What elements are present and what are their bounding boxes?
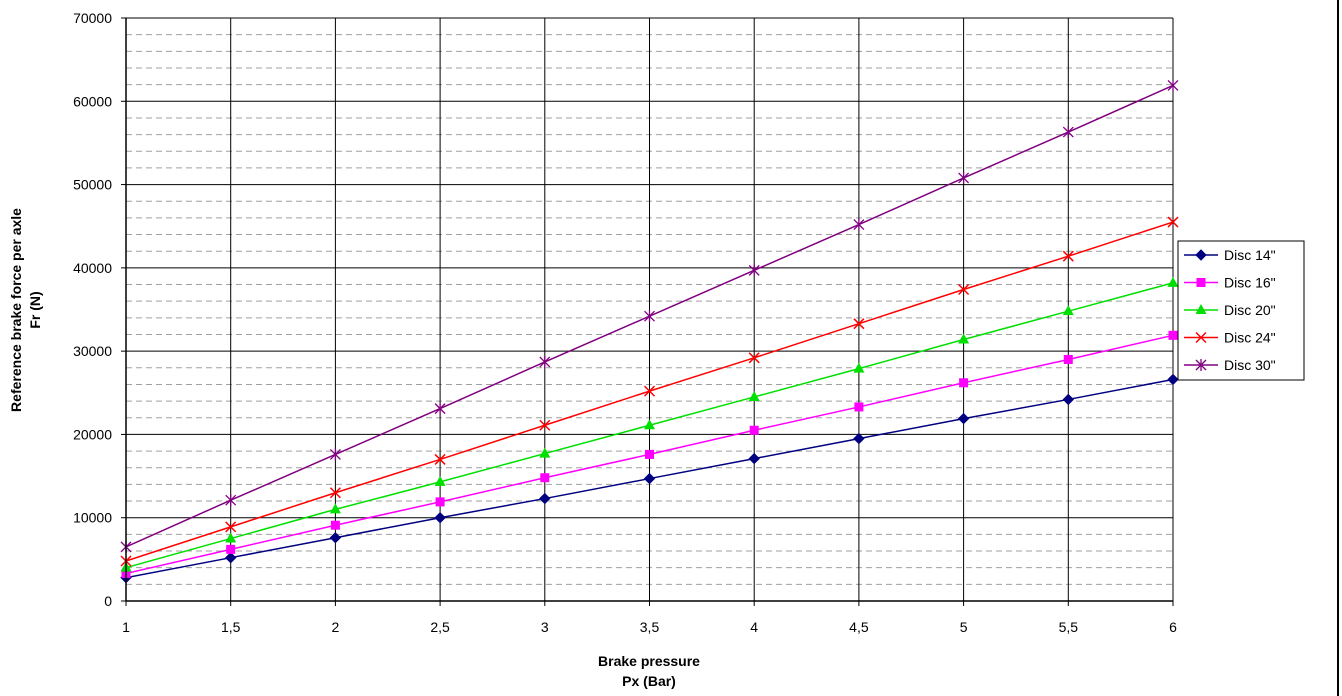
legend-item: Disc 14"	[1184, 247, 1276, 263]
x-tick-label: 5,5	[1059, 619, 1079, 635]
y-tick-label: 20000	[73, 426, 112, 442]
data-point	[225, 521, 237, 533]
x-tick-label: 1	[122, 619, 130, 635]
data-point	[539, 419, 551, 431]
data-point	[853, 218, 865, 231]
y-tick-label: 10000	[73, 510, 112, 526]
data-point	[1167, 373, 1179, 386]
data-point	[645, 449, 654, 459]
data-point	[957, 412, 970, 425]
data-point	[1167, 79, 1179, 92]
x-axis-title-line-1: Brake pressure	[598, 653, 700, 669]
series-2	[121, 330, 1178, 579]
data-point	[1195, 249, 1207, 261]
data-point	[1196, 278, 1206, 287]
data-point	[1167, 276, 1179, 287]
x-tick-label: 3	[541, 619, 549, 635]
y-tick-label: 30000	[73, 343, 112, 359]
y-axis-title-line-1: Reference brake force per axle	[8, 208, 24, 412]
series-1	[120, 373, 1179, 584]
data-point	[958, 333, 970, 344]
data-point	[434, 475, 446, 486]
x-axis-tick-labels: 1 1,5 2 2,5 3 3,5 4 4,5 5 5,5 6	[122, 619, 1177, 635]
x-tick-label: 4,5	[849, 619, 869, 635]
data-point	[539, 447, 551, 458]
legend-item: Disc 20"	[1184, 302, 1276, 318]
data-point	[329, 487, 341, 499]
data-point	[854, 402, 864, 412]
x-tick-label: 2	[332, 619, 340, 635]
data-point	[853, 318, 865, 330]
legend-label: Disc 14"	[1224, 247, 1276, 263]
y-axis-tick-labels: 0 10000 20000 30000 40000 50000 60000 70000	[73, 10, 112, 609]
data-point	[748, 390, 760, 401]
y-tick-label: 50000	[73, 177, 112, 193]
data-point	[435, 497, 445, 507]
data-point	[329, 448, 341, 461]
data-point	[1195, 304, 1207, 314]
data-point	[225, 532, 237, 543]
data-point	[643, 385, 656, 397]
data-point	[1062, 393, 1075, 406]
x-axis-title-line-2: Px (Bar)	[622, 673, 676, 689]
data-point	[330, 520, 340, 530]
data-point	[1195, 359, 1207, 371]
data-point	[540, 473, 550, 483]
data-point	[434, 512, 446, 524]
data-point	[1195, 331, 1207, 344]
data-point	[1062, 305, 1074, 316]
y-axis-title-line-2: Fr (N)	[27, 291, 43, 328]
data-point	[643, 472, 656, 485]
data-point	[958, 171, 970, 184]
data-point	[748, 352, 760, 364]
legend-label: Disc 20"	[1224, 302, 1276, 318]
data-point	[1062, 250, 1074, 262]
data-point	[434, 453, 446, 465]
data-point	[959, 378, 969, 388]
x-tick-label: 3,5	[640, 619, 660, 635]
legend-item: Disc 16"	[1184, 275, 1276, 291]
data-point	[748, 264, 760, 277]
data-point	[644, 419, 655, 430]
data-point	[958, 283, 970, 296]
y-tick-label: 0	[104, 593, 112, 609]
data-point	[853, 362, 865, 373]
legend-label: Disc 24"	[1224, 330, 1276, 346]
x-tick-label: 1,5	[221, 619, 241, 635]
data-point	[853, 432, 865, 445]
data-point	[748, 452, 760, 465]
legend-item: Disc 30"	[1184, 357, 1276, 373]
axes	[121, 17, 1174, 606]
data-point	[329, 531, 342, 544]
legend-item: Disc 24"	[1184, 330, 1276, 346]
legend-label: Disc 16"	[1224, 275, 1276, 291]
legend-label: Disc 30"	[1224, 357, 1276, 373]
x-tick-label: 4	[750, 619, 758, 635]
data-point	[1062, 126, 1074, 139]
data-point	[539, 355, 551, 368]
data-point	[1167, 216, 1179, 228]
data-point	[644, 310, 655, 323]
data-point	[1168, 330, 1178, 340]
data-point	[226, 544, 236, 554]
data-point	[539, 492, 551, 505]
legend: Disc 14" Disc 16" Disc 20" Disc 24" Disc 30"	[1177, 240, 1305, 381]
series-4	[120, 216, 1179, 567]
y-tick-label: 60000	[73, 93, 112, 109]
chart-border	[1337, 0, 1339, 696]
data-point	[749, 425, 759, 435]
data-point	[1063, 354, 1073, 364]
y-tick-label: 40000	[73, 260, 112, 276]
y-tick-label: 70000	[73, 10, 112, 26]
data-point	[225, 494, 237, 507]
data-point	[224, 551, 237, 564]
series-3	[120, 276, 1179, 572]
data-point	[329, 503, 341, 514]
data-point	[434, 402, 446, 415]
x-tick-label: 5	[960, 619, 968, 635]
x-tick-label: 2,5	[430, 619, 450, 635]
x-tick-label: 6	[1169, 619, 1177, 635]
